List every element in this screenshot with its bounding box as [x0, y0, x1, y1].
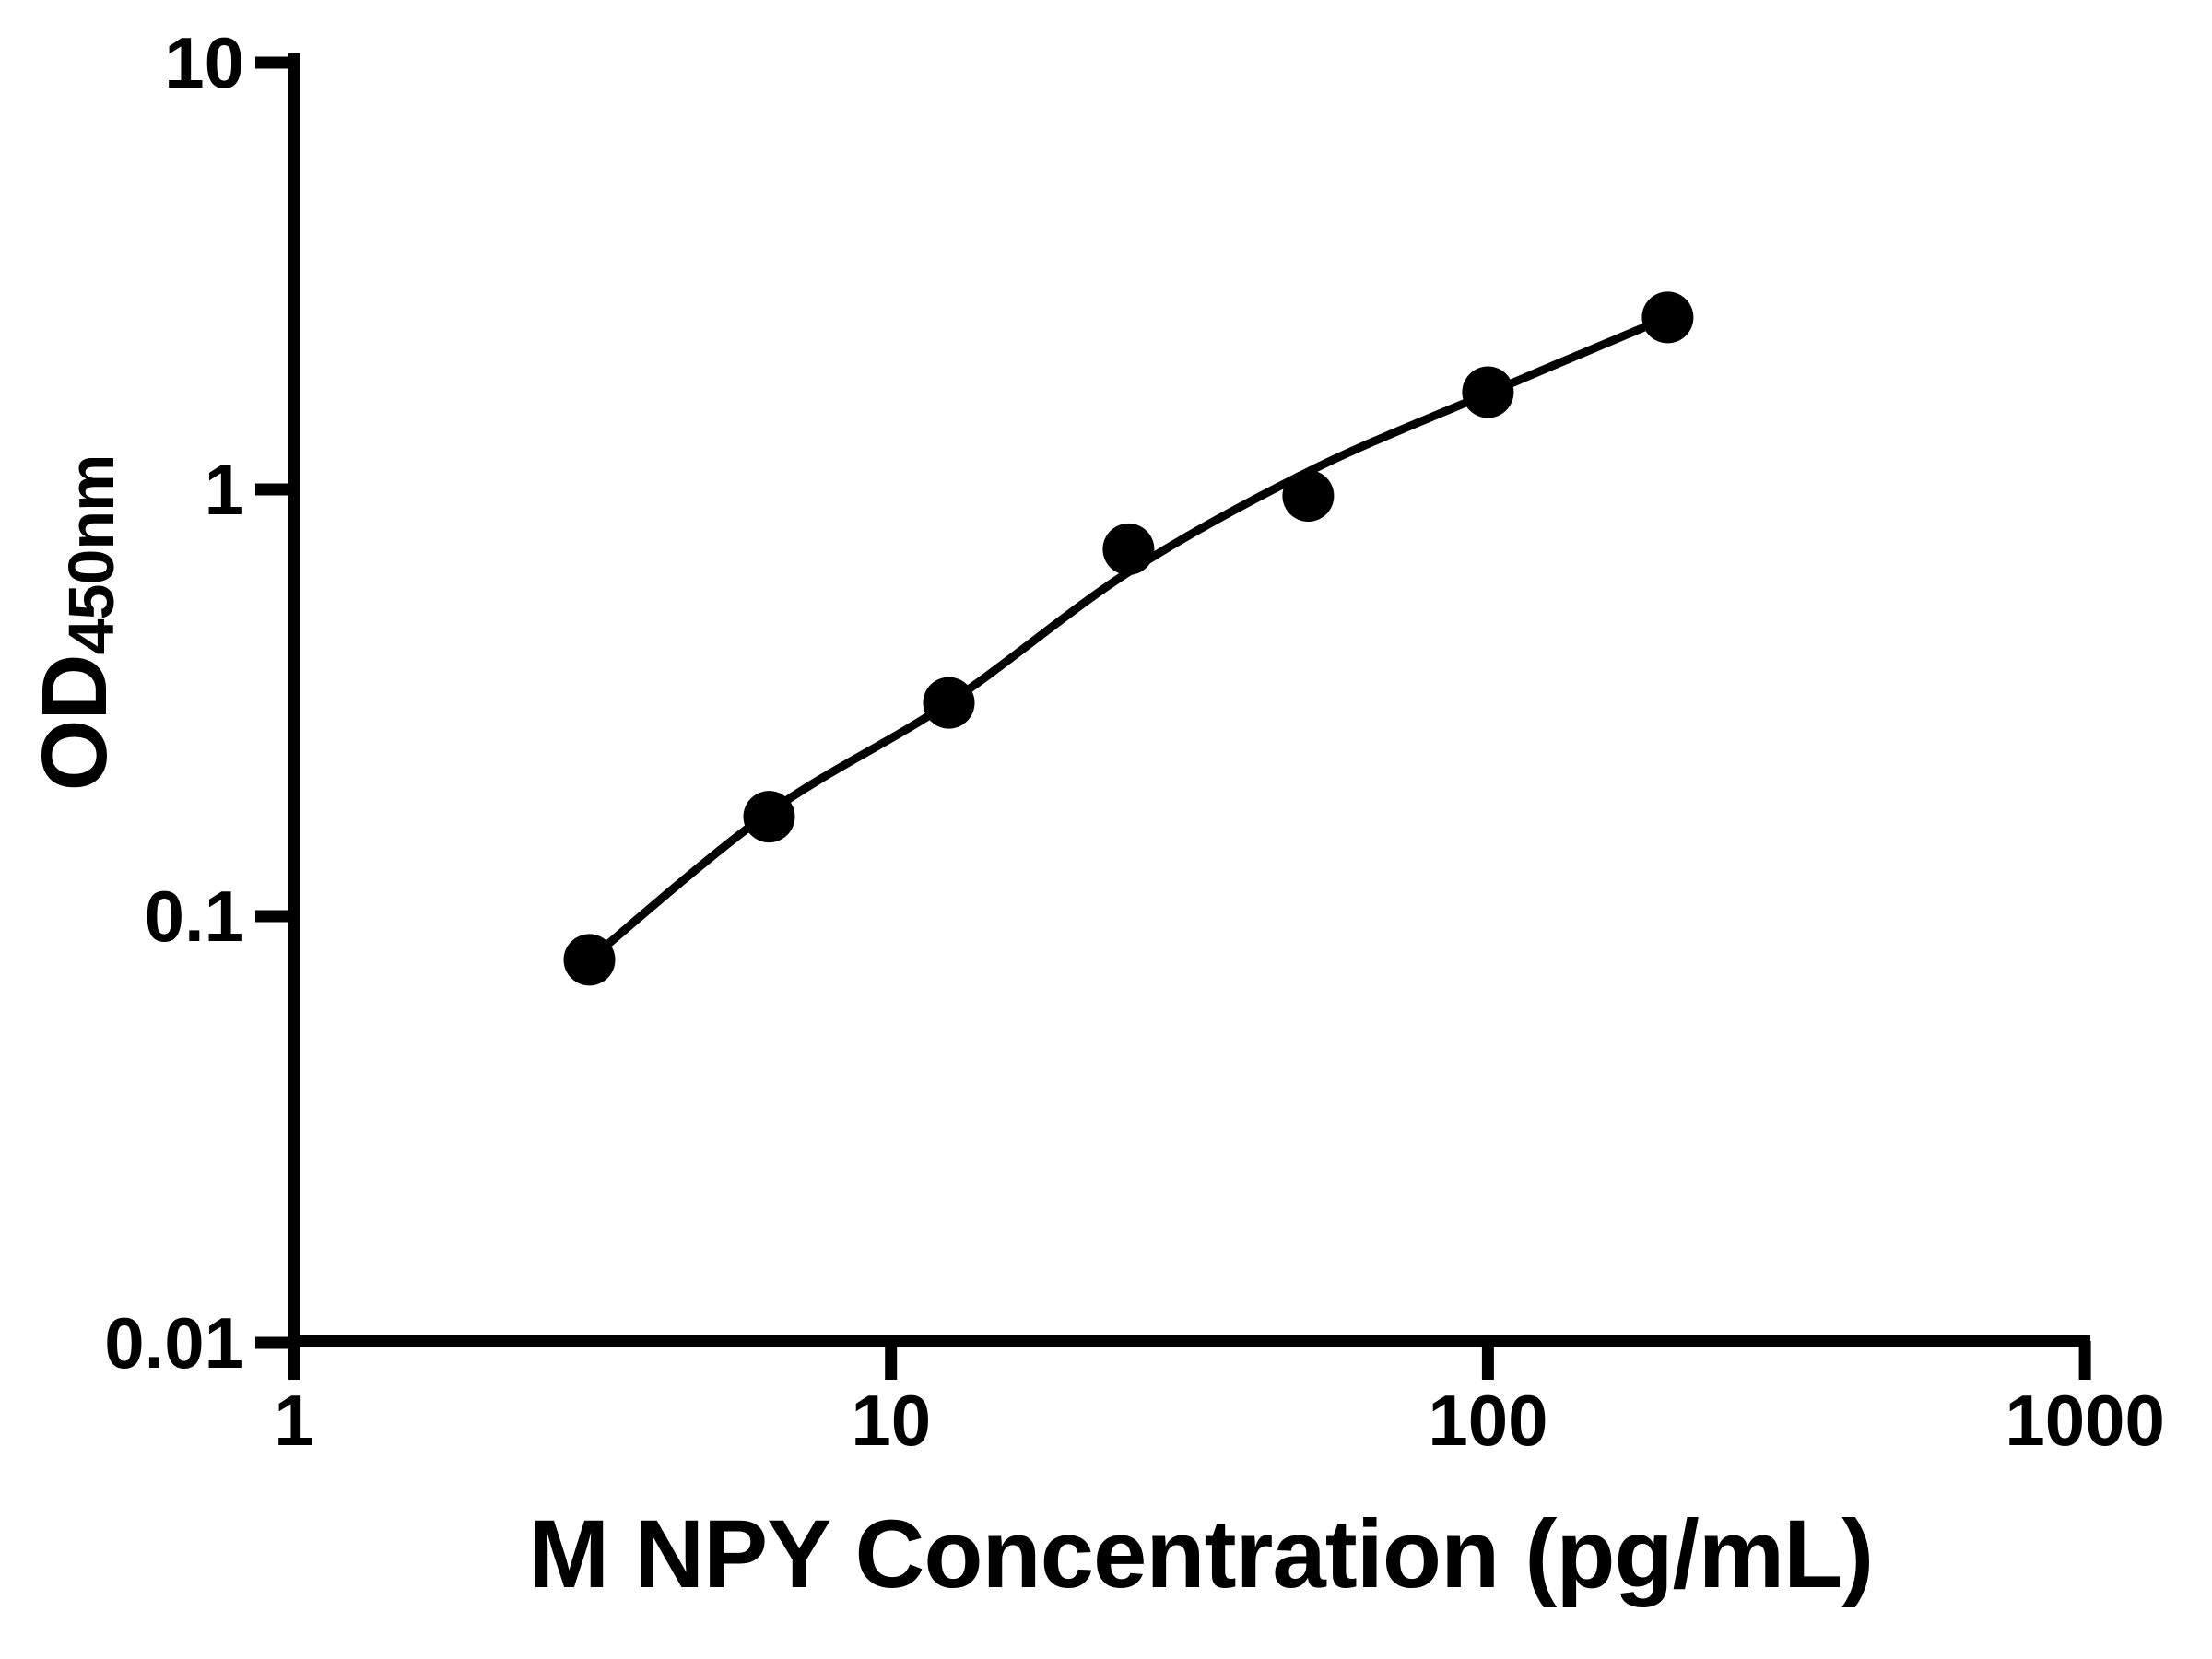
axes: [288, 53, 2090, 1347]
data-point-5: [1282, 470, 1335, 522]
y-tick-label-0.1: 0.1: [145, 876, 244, 957]
x-tick-label-1000: 1000: [2005, 1380, 2165, 1461]
fit-curve-line: [586, 313, 1670, 963]
y-tick-label-10: 10: [164, 22, 244, 103]
data-point-3: [923, 677, 975, 729]
data-point-6: [1462, 366, 1514, 418]
data-point-1: [563, 934, 616, 986]
data-point-4: [1102, 523, 1155, 575]
x-tick-label-10: 10: [851, 1380, 931, 1461]
y-axis-title-subscript: 450nm: [55, 455, 127, 655]
tick-labels: 10 1 0.1 0.01 1 10 100 1000: [104, 22, 2165, 1461]
tick-marks: [255, 56, 2091, 1380]
x-tick-label-1: 1: [274, 1380, 313, 1461]
data-point-7: [1641, 291, 1694, 344]
y-axis-title: OD450nm: [23, 455, 127, 792]
y-tick-label-1: 1: [205, 449, 244, 530]
y-axis-title-main: OD: [23, 654, 126, 791]
x-axis-title: M NPY Concentration (pg/mL): [529, 1500, 1874, 1608]
data-point-2: [743, 791, 795, 843]
x-tick-label-100: 100: [1428, 1380, 1547, 1461]
data-points: [563, 291, 1694, 986]
y-tick-label-0.01: 0.01: [104, 1302, 244, 1383]
